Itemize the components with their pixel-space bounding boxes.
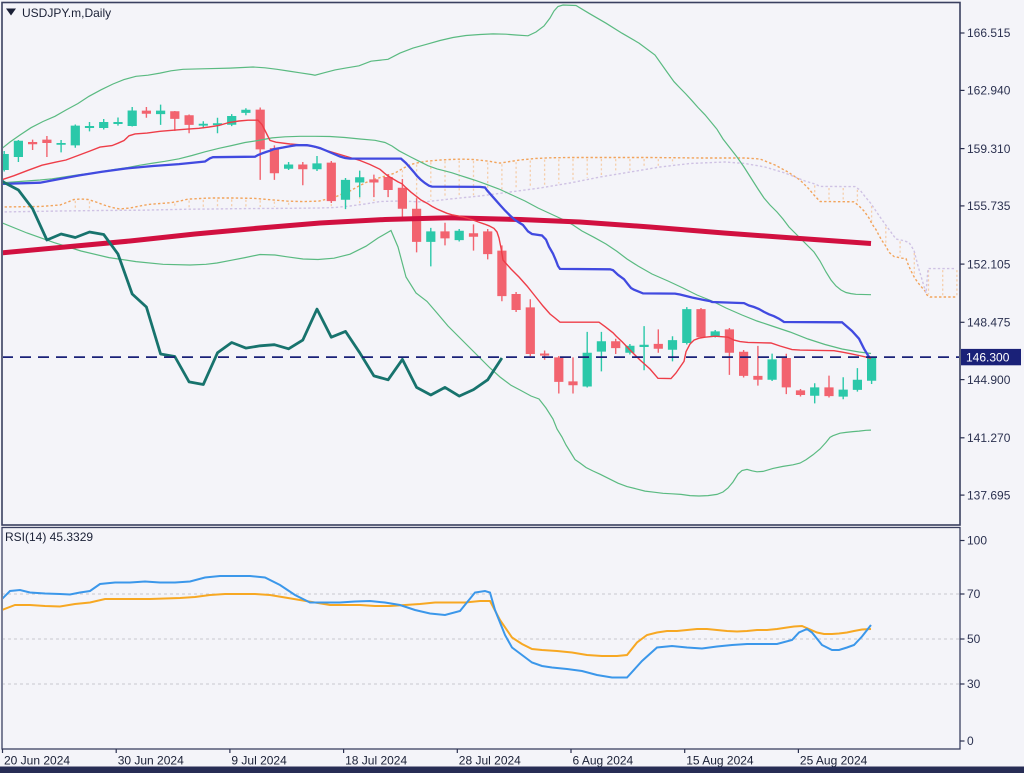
svg-text:RSI(14) 45.3329: RSI(14) 45.3329 <box>5 530 93 544</box>
svg-text:155.735: 155.735 <box>967 199 1011 213</box>
svg-text:144.900: 144.900 <box>967 373 1011 387</box>
svg-text:166.515: 166.515 <box>967 26 1011 40</box>
svg-text:28 Jul 2024: 28 Jul 2024 <box>459 754 521 768</box>
svg-text:152.105: 152.105 <box>967 257 1011 271</box>
svg-text:25 Aug 2024: 25 Aug 2024 <box>800 754 868 768</box>
svg-text:148.475: 148.475 <box>967 316 1011 330</box>
svg-text:USDJPY.m,Daily: USDJPY.m,Daily <box>22 6 111 20</box>
svg-text:0: 0 <box>967 734 974 748</box>
svg-text:18 Jul 2024: 18 Jul 2024 <box>345 754 407 768</box>
svg-text:146.300: 146.300 <box>966 350 1010 364</box>
svg-text:6 Aug 2024: 6 Aug 2024 <box>573 754 634 768</box>
svg-text:162.940: 162.940 <box>967 84 1011 98</box>
svg-text:159.310: 159.310 <box>967 142 1011 156</box>
svg-text:100: 100 <box>967 534 987 548</box>
svg-text:70: 70 <box>967 587 981 601</box>
svg-text:50: 50 <box>967 632 981 646</box>
svg-text:20 Jun 2024: 20 Jun 2024 <box>4 754 70 768</box>
svg-text:137.695: 137.695 <box>967 488 1011 502</box>
svg-text:15 Aug 2024: 15 Aug 2024 <box>686 754 754 768</box>
svg-text:141.270: 141.270 <box>967 431 1011 445</box>
svg-text:30 Jun 2024: 30 Jun 2024 <box>118 754 184 768</box>
svg-text:9 Jul 2024: 9 Jul 2024 <box>231 754 287 768</box>
svg-text:30: 30 <box>967 677 981 691</box>
